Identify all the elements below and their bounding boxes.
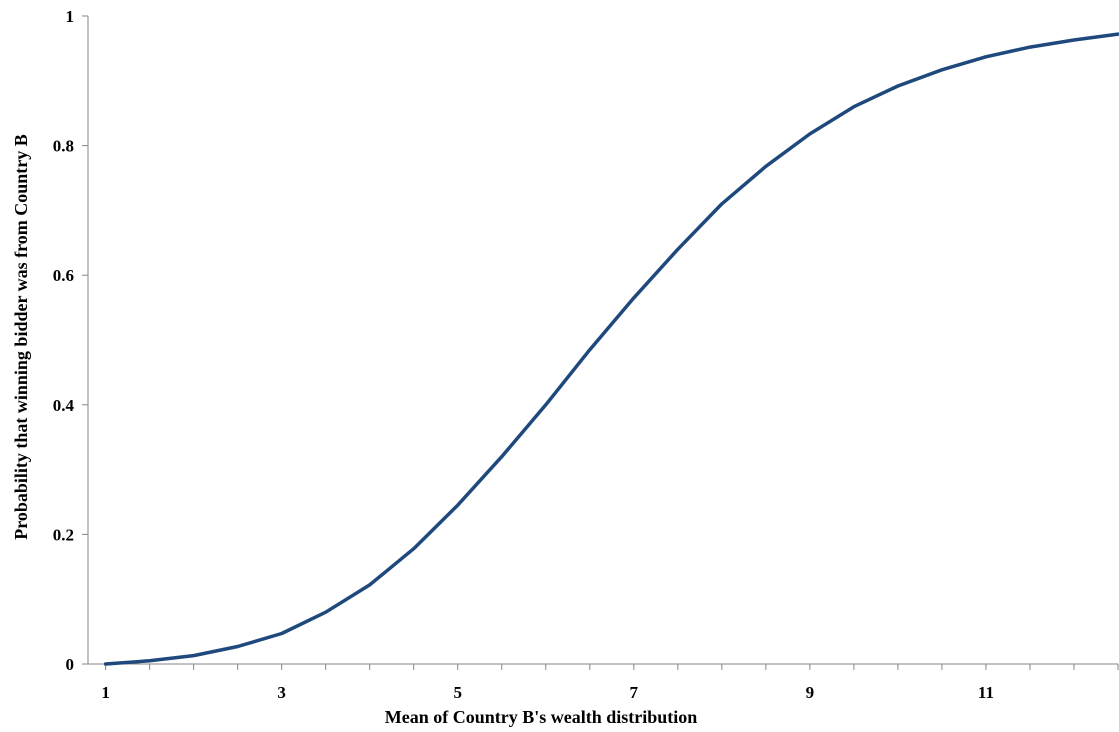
x-tick-label: 7: [630, 683, 639, 702]
y-tick-label: 0.8: [53, 137, 74, 156]
x-tick-label: 11: [978, 683, 994, 702]
x-tick-label: 5: [453, 683, 462, 702]
x-tick-label: 3: [277, 683, 286, 702]
y-tick-label: 0.4: [53, 396, 75, 415]
series-line-0: [103, 32, 1119, 666]
y-tick-label: 0.2: [53, 525, 74, 544]
series-layer: [103, 32, 1119, 666]
y-tick-label: 0.6: [53, 266, 74, 285]
axes: [87, 16, 1118, 665]
x-axis-ticks: 1 3 5 7 9 11: [101, 664, 1119, 702]
y-axis-title: Probability that winning bidder was from…: [11, 134, 31, 540]
x-tick-label: 1: [101, 683, 110, 702]
y-axis-ticks: 0 0.2 0.4 0.6 0.8 1: [53, 7, 88, 674]
x-axis-title: Mean of Country B's wealth distribution: [385, 707, 698, 727]
y-tick-label: 1: [66, 7, 75, 26]
x-tick-label: 9: [806, 683, 815, 702]
y-tick-label: 0: [66, 655, 75, 674]
